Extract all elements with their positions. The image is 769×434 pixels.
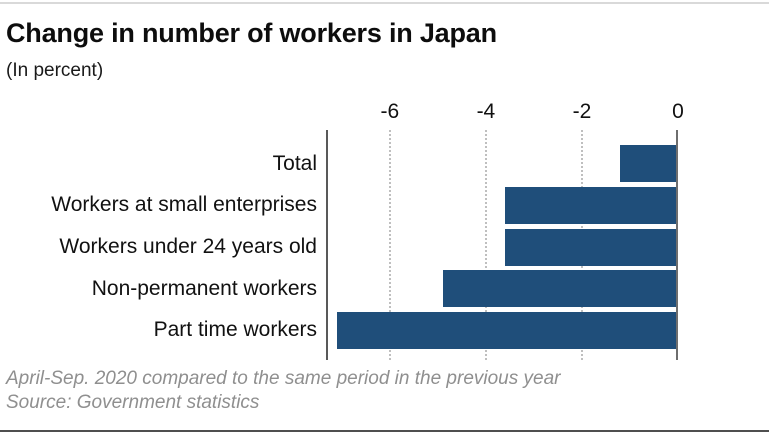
category-label: Total [272,151,317,175]
category-label: Workers at small enterprises [51,193,317,217]
x-axis-tick-label: -4 [476,100,496,123]
category-label: Non-permanent workers [91,276,317,300]
plot-area [326,130,678,360]
gridline [388,130,391,360]
page-title: Change in number of workers in Japan [6,18,497,48]
y-axis-line [326,130,328,360]
bar [505,186,678,224]
footnote: April-Sep. 2020 compared to the same per… [6,368,561,389]
bottom-divider [0,430,769,432]
chart-subtitle: (In percent) [6,60,104,81]
x-axis-tick-label: -2 [572,100,592,123]
bar [620,145,678,183]
source-note: Source: Government statistics [6,392,260,413]
gridline [484,130,487,360]
category-label: Part time workers [153,318,317,342]
x-axis-tick-label: 0 [672,100,684,123]
x-axis-tick-label: -6 [380,100,400,123]
bar [505,228,678,266]
bar [337,311,678,349]
zero-axis-line [676,130,678,360]
category-label: Workers under 24 years old [59,235,317,258]
bar [442,270,678,308]
top-divider [0,2,769,4]
